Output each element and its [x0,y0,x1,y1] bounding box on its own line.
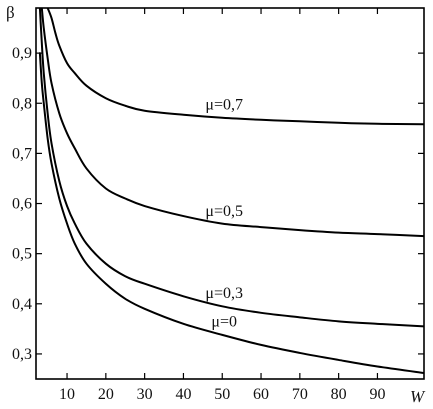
x-tick-label: 70 [292,386,308,403]
series-line [38,52,424,374]
y-axis-label: β [6,3,15,22]
x-tick-label: 20 [98,386,114,403]
x-tick-label: 40 [175,386,191,403]
y-tick-label: 0,4 [12,296,32,313]
y-tick-label: 0,3 [12,346,32,363]
series-line [40,8,424,238]
series-label: μ=0,7 [205,96,243,113]
series-label: μ=0,3 [205,285,243,302]
series-line [46,8,424,126]
labels-group: 10 20 30 40 50 60 70 80 90 0,3 0,4 0,5 0,6 0,7 0,8 0,9 μ… [12,45,385,403]
x-tick-label: 10 [59,386,75,403]
ticks-group [36,8,424,379]
y-tick-label: 0,6 [12,196,32,213]
plot-frame [35,7,425,380]
series-label: μ=0,5 [205,203,243,220]
y-tick-label: 0,5 [12,246,32,263]
x-tick-label: 60 [253,386,269,403]
plot-frame-group [35,7,425,380]
curves-group [38,8,424,374]
x-tick-label: 80 [331,386,347,403]
y-tick-label: 0,9 [12,45,32,62]
x-tick-label: 30 [137,386,153,403]
x-axis-label: W [410,387,426,406]
series-line [38,8,424,328]
y-tick-label: 0,7 [12,145,32,162]
y-tick-label: 0,8 [12,95,32,112]
series-label: μ=0 [211,313,237,330]
x-tick-label: 50 [214,386,230,403]
x-tick-label: 90 [369,386,385,403]
